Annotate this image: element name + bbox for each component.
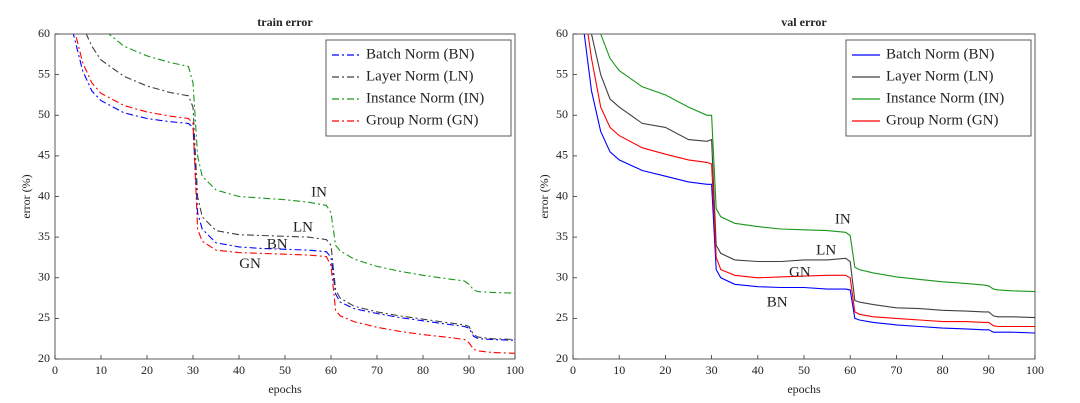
annotation: GN <box>789 264 811 280</box>
x-axis-label: epochs <box>787 382 821 396</box>
y-tick-label: 60 <box>38 26 50 40</box>
x-tick-label: 60 <box>844 363 856 377</box>
x-tick-label: 80 <box>937 363 949 377</box>
x-tick-label: 40 <box>752 363 764 377</box>
series-line <box>74 34 515 354</box>
y-tick-label: 20 <box>38 351 50 365</box>
series-line <box>85 34 515 341</box>
x-tick-label: 80 <box>417 363 429 377</box>
legend-label: Layer Norm (LN) <box>366 68 473 84</box>
y-tick-label: 30 <box>556 270 568 284</box>
y-tick-label: 25 <box>556 310 568 324</box>
legend-label: Batch Norm (BN) <box>366 46 474 62</box>
y-tick-label: 35 <box>556 229 568 243</box>
legend-label: Instance Norm (IN) <box>366 90 484 106</box>
series-line <box>72 34 515 341</box>
y-tick-label: 30 <box>38 270 50 284</box>
x-tick-label: 70 <box>371 363 383 377</box>
legend-box <box>325 39 512 137</box>
x-tick-label: 0 <box>570 363 576 377</box>
annotation: IN <box>311 185 327 201</box>
series-line <box>590 34 1035 319</box>
legend-label: Group Norm (GN) <box>366 112 478 128</box>
y-tick-label: 60 <box>556 26 568 40</box>
legend-label: Instance Norm (IN) <box>886 90 1004 106</box>
x-axis-label: epochs <box>268 382 302 396</box>
series-line <box>583 34 1035 334</box>
annotation: IN <box>835 212 851 228</box>
x-tick-label: 50 <box>798 363 810 377</box>
annotation: BN <box>767 294 788 310</box>
subplot: val error epochs error (%) 0 10 20 30 40 50 60 70 8… <box>537 15 1044 396</box>
x-tick-label: 20 <box>141 363 153 377</box>
x-tick-label: 90 <box>463 363 475 377</box>
y-tick-label: 25 <box>38 310 50 324</box>
y-tick-label: 45 <box>556 148 568 162</box>
x-tick-label: 100 <box>506 363 524 377</box>
x-tick-label: 0 <box>52 363 58 377</box>
legend-label: Batch Norm (BN) <box>886 46 994 62</box>
y-tick-label: 55 <box>556 66 568 80</box>
y-axis-label: error (%) <box>19 174 33 218</box>
series-line <box>587 34 1035 328</box>
y-tick-label: 50 <box>556 107 568 121</box>
legend-label: Layer Norm (LN) <box>886 68 993 84</box>
annotation: GN <box>239 256 261 272</box>
x-tick-label: 100 <box>1026 363 1044 377</box>
chart-title: val error <box>781 15 827 29</box>
x-tick-label: 20 <box>659 363 671 377</box>
y-tick-label: 20 <box>556 351 568 365</box>
annotation: BN <box>267 237 288 253</box>
x-tick-label: 50 <box>279 363 291 377</box>
y-tick-label: 40 <box>556 188 568 202</box>
x-tick-label: 60 <box>325 363 337 377</box>
x-tick-label: 40 <box>233 363 245 377</box>
legend-box <box>845 39 1032 137</box>
x-tick-label: 30 <box>706 363 718 377</box>
x-tick-label: 30 <box>187 363 199 377</box>
annotation: LN <box>293 220 313 236</box>
series-line <box>600 34 1035 293</box>
y-tick-label: 55 <box>38 66 50 80</box>
y-tick-label: 35 <box>38 229 50 243</box>
x-tick-label: 10 <box>613 363 625 377</box>
x-tick-label: 10 <box>95 363 107 377</box>
series-line <box>108 34 515 294</box>
y-axis-label: error (%) <box>537 174 551 218</box>
chart-title: train error <box>257 15 313 29</box>
annotation: LN <box>816 242 836 258</box>
subplot: train error epochs error (%) 0 10 20 30 40 50 60 7… <box>19 15 524 396</box>
x-tick-label: 70 <box>890 363 902 377</box>
legend-label: Group Norm (GN) <box>886 112 998 128</box>
y-tick-label: 50 <box>38 107 50 121</box>
x-tick-label: 90 <box>983 363 995 377</box>
y-tick-label: 45 <box>38 148 50 162</box>
y-tick-label: 40 <box>38 188 50 202</box>
